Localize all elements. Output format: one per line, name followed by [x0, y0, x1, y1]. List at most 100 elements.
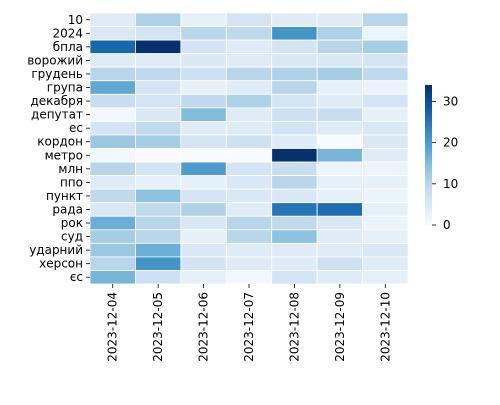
heatmap-cell — [316, 161, 363, 177]
heatmap-cell — [135, 202, 182, 217]
x-tick-label: 2023-12-06 — [197, 292, 211, 362]
colorbar-tick-label: 30 — [443, 94, 458, 108]
y-tick-label: херсон — [39, 257, 83, 271]
y-tick-label: рада — [52, 202, 83, 216]
heatmap-cell — [316, 134, 363, 149]
y-tick-label: ес — [69, 121, 83, 135]
colorbar: 0 10 20 30 — [425, 85, 458, 232]
y-tick-label: грудень — [31, 67, 83, 81]
heatmap-cell — [89, 161, 136, 177]
heatmap-cell — [135, 66, 182, 82]
y-tick-label: 10 — [68, 13, 83, 27]
heatmap-cell — [362, 107, 409, 122]
heatmap-cell — [135, 80, 182, 95]
colorbar-tick-label: 20 — [443, 136, 458, 150]
heatmap-cell — [316, 66, 363, 82]
heatmap-cell — [271, 12, 318, 27]
heatmap-cell — [180, 39, 227, 55]
heatmap-cell — [271, 256, 318, 271]
x-tick-label: 2023-12-09 — [333, 292, 347, 362]
heatmap-cell — [180, 12, 227, 27]
heatmap-cell — [316, 188, 363, 204]
heatmap-cell — [271, 175, 318, 190]
heatmap-cell — [316, 80, 363, 95]
heatmap-cell — [225, 53, 273, 68]
heatmap-cell — [225, 12, 273, 27]
heatmap-cell — [271, 107, 318, 122]
heatmap-cell — [135, 12, 182, 27]
heatmap-cell — [362, 26, 409, 41]
heatmap-cell — [180, 215, 227, 231]
heatmap-cell — [135, 39, 182, 55]
heatmap-cell — [225, 134, 273, 149]
heatmap-cell — [362, 188, 409, 204]
heatmap-cell — [225, 66, 273, 82]
heatmap-cell — [180, 66, 227, 82]
heatmap-cell — [180, 53, 227, 68]
heatmap-cell — [89, 188, 136, 204]
heatmap-cell — [135, 229, 182, 244]
heatmap-cell — [316, 107, 363, 122]
heatmap-cell — [362, 93, 409, 109]
heatmap-cell — [225, 39, 273, 55]
y-tick-label: пункт — [46, 189, 83, 203]
heatmap-cell — [362, 161, 409, 177]
y-tick-label: млн — [58, 162, 83, 176]
heatmap-cell — [89, 148, 136, 163]
heatmap-cell — [271, 93, 318, 109]
heatmap-cell — [180, 26, 227, 41]
heatmap-cell — [362, 12, 409, 27]
heatmap-cell — [362, 215, 409, 231]
heatmap-cell — [135, 256, 182, 271]
heatmap-cell — [180, 148, 227, 163]
heatmap-cell — [89, 229, 136, 244]
heatmap-cell — [271, 148, 318, 163]
heatmap-cell — [89, 175, 136, 190]
heatmap-cell — [316, 229, 363, 244]
y-tick-label: суд — [61, 230, 83, 244]
heatmap-cell — [89, 270, 136, 285]
heatmap-cell — [225, 229, 273, 244]
heatmap-cell — [271, 215, 318, 231]
y-tick-label: декабря — [30, 94, 83, 108]
heatmap-cell — [362, 202, 409, 217]
x-tick-labels: 2023-12-04 2023-12-05 2023-12-06 2023-12-07… — [106, 284, 392, 362]
y-tick-label: ударний — [29, 243, 83, 257]
heatmap-cell — [362, 80, 409, 95]
heatmap-cell — [180, 256, 227, 271]
y-tick-labels: 102024бплаворожийгруденьгрупадекабрядепу… — [27, 13, 90, 284]
heatmap-cell — [316, 175, 363, 190]
y-tick-label: ппо — [60, 175, 83, 189]
heatmap-cell — [89, 256, 136, 271]
heatmap-cell — [316, 93, 363, 109]
colorbar-tick-label: 10 — [443, 177, 458, 191]
heatmap-cell — [180, 161, 227, 177]
heatmap-cell — [225, 26, 273, 41]
x-tick-label: 2023-12-04 — [106, 292, 120, 362]
heatmap-cell — [180, 134, 227, 149]
heatmap-cell — [316, 12, 363, 27]
heatmap-cell — [180, 93, 227, 109]
y-tick-label: кордон — [37, 135, 83, 149]
heatmap-cell — [316, 121, 363, 136]
heatmap-cell — [316, 148, 363, 163]
heatmap-cell — [225, 161, 273, 177]
heatmap-cell — [180, 107, 227, 122]
heatmap-cell — [225, 270, 273, 285]
heatmap-cell — [271, 53, 318, 68]
colorbar-tick-label: 0 — [443, 218, 451, 232]
heatmap-cell — [271, 229, 318, 244]
heatmap-cell — [89, 121, 136, 136]
heatmap-cell — [135, 242, 182, 258]
y-tick-label: єс — [70, 270, 83, 284]
heatmap-cell — [225, 121, 273, 136]
x-tick-label: 2023-12-05 — [151, 292, 165, 362]
colorbar-gradient — [425, 85, 432, 225]
heatmap-cell — [135, 93, 182, 109]
heatmap-cell — [89, 53, 136, 68]
heatmap-cell — [362, 66, 409, 82]
y-tick-label: бпла — [53, 40, 83, 54]
heatmap-cell — [225, 148, 273, 163]
